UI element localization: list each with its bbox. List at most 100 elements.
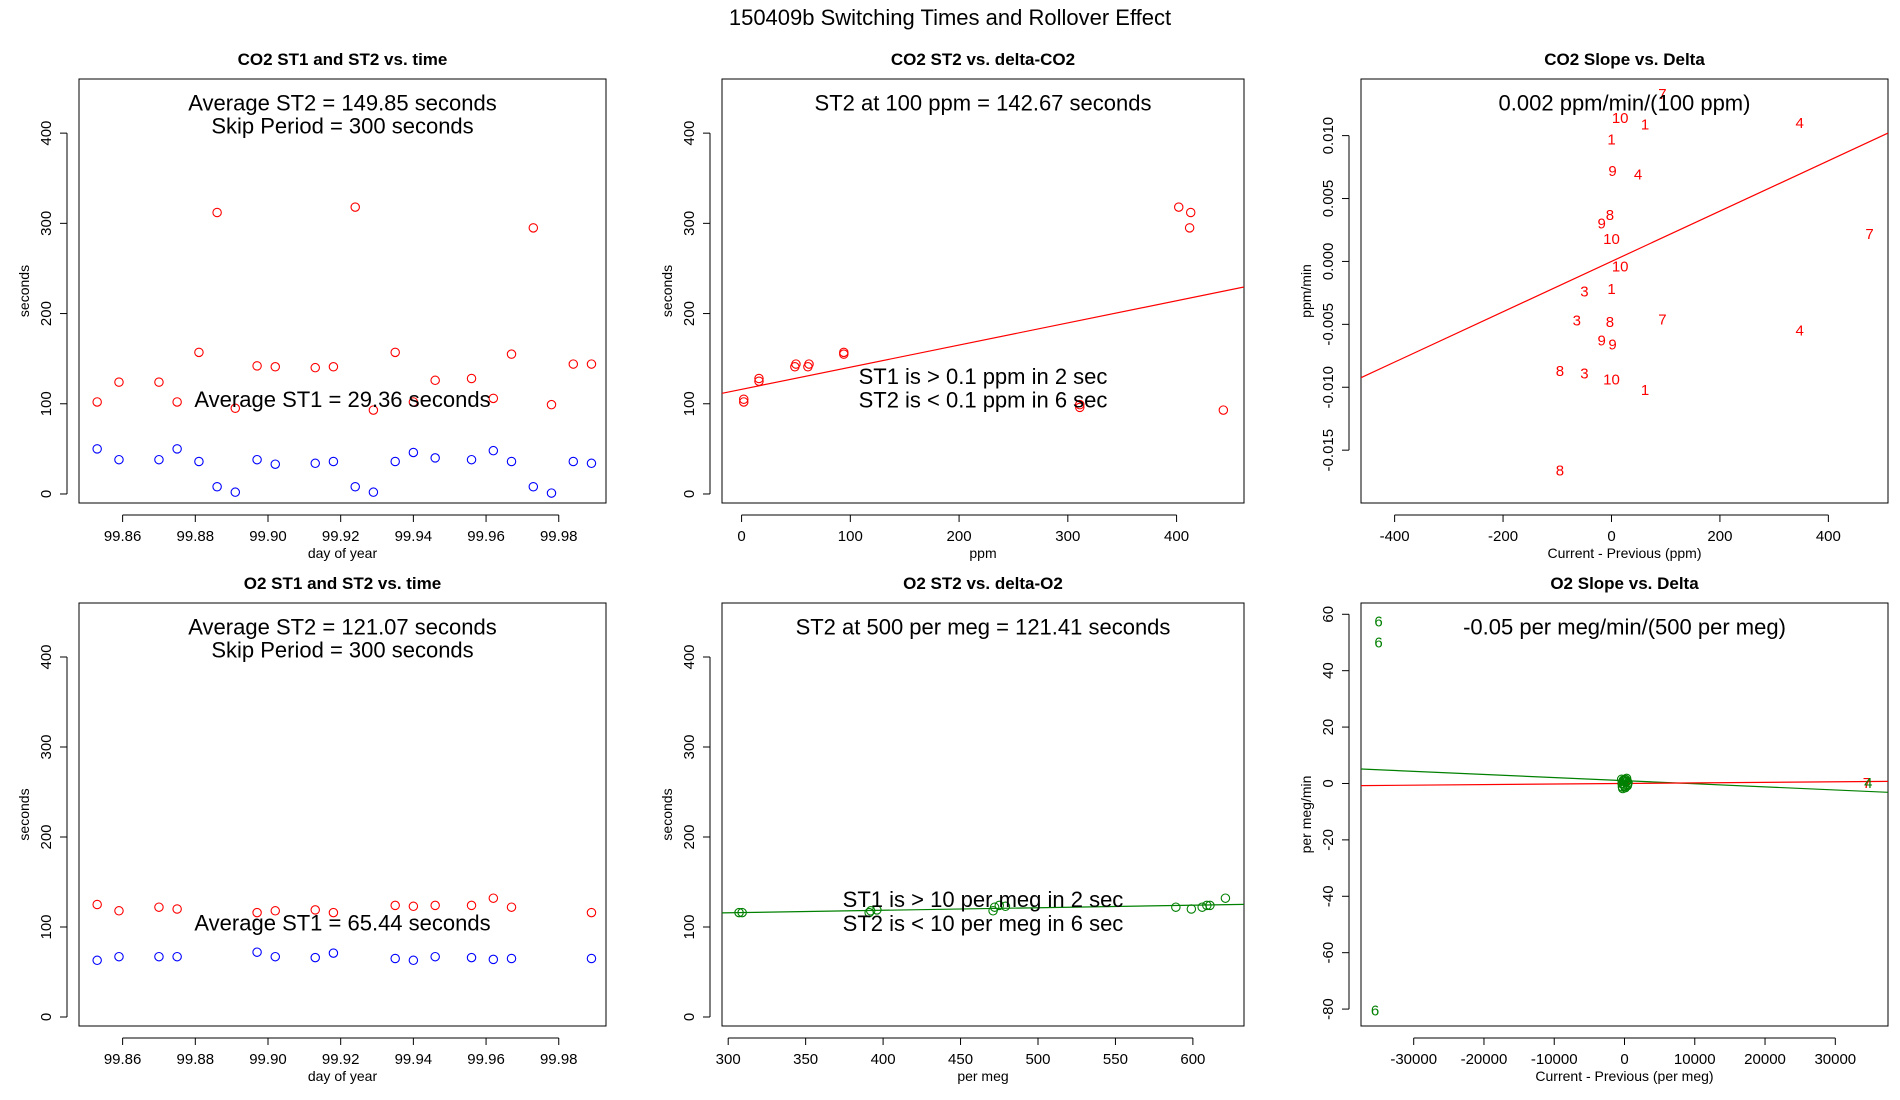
chart-panel: CO2 ST2 vs. delta-CO2 0 100 200 300 400 ppm 0 10… — [659, 50, 1245, 561]
data-point — [737, 907, 747, 918]
data-point — [528, 223, 539, 233]
x-axis-label: Current - Previous (ppm) — [1547, 545, 1701, 561]
x-tick-label: 99.86 — [104, 1051, 142, 1068]
x-tick-label: 350 — [793, 1051, 818, 1068]
data-point — [310, 952, 320, 963]
data-point — [1174, 202, 1184, 212]
y-axis-label: seconds — [16, 265, 32, 317]
data-point — [1075, 399, 1085, 410]
data-point — [212, 207, 222, 218]
data-point — [212, 482, 222, 492]
annotation: Skip Period = 300 seconds — [211, 638, 473, 663]
data-point — [172, 951, 182, 962]
annotation: ST2 at 100 ppm = 142.67 seconds — [815, 90, 1152, 115]
data-point — [92, 444, 102, 454]
data-point — [466, 373, 477, 384]
data-point — [172, 444, 182, 454]
x-tick-label: 400 — [871, 1051, 896, 1068]
panel-title: O2 ST2 vs. delta-O2 — [903, 574, 1063, 593]
data-point — [368, 405, 379, 415]
point-label: 3 — [1580, 284, 1588, 301]
data-point — [390, 347, 400, 358]
point-label: 10 — [1603, 372, 1620, 389]
data-point — [586, 907, 597, 918]
y-axis-label: ppm/min — [1298, 264, 1314, 318]
data-layer: 6 6 6 74 — [1361, 613, 1888, 1019]
y-tick-label: 400 — [38, 121, 55, 146]
x-tick-label: 99.92 — [322, 528, 360, 545]
point-label: 1 — [1641, 382, 1649, 399]
data-point — [804, 359, 814, 369]
fit-line — [1361, 132, 1888, 379]
point-label: 6 — [1371, 1002, 1379, 1019]
data-point — [408, 397, 419, 407]
data-point — [270, 362, 281, 372]
y-axis: 0 100 200 300 400 seconds — [16, 644, 68, 1021]
y-tick-label: -60 — [1320, 942, 1337, 964]
data-point — [506, 456, 517, 467]
data-point — [568, 359, 579, 369]
data-point — [1197, 902, 1207, 912]
point-label: 9 — [1608, 336, 1616, 353]
figure-title: 150409b Switching Times and Rollover Eff… — [729, 5, 1171, 30]
y-tick-label: 200 — [38, 301, 55, 326]
data-point — [368, 487, 379, 497]
data-point — [230, 403, 241, 414]
y-tick-label: -80 — [1320, 998, 1337, 1020]
panel-title: O2 ST1 and ST2 vs. time — [244, 574, 441, 593]
y-axis: 0 100 200 300 400 seconds — [659, 644, 711, 1021]
data-point — [252, 907, 262, 918]
data-point — [754, 373, 764, 384]
panel-title: CO2 ST2 vs. delta-CO2 — [891, 50, 1075, 69]
data-point — [350, 482, 360, 492]
data-point — [252, 947, 262, 957]
point-label: 4 — [1634, 167, 1642, 184]
annotation: Average ST1 = 65.44 seconds — [194, 910, 490, 935]
data-point — [430, 900, 440, 911]
point-label: 9 — [1608, 163, 1616, 180]
data-point — [114, 951, 124, 962]
data-point — [1622, 776, 1632, 786]
data-point — [1218, 405, 1229, 415]
y-axis: 0 100 200 300 400 seconds — [16, 121, 68, 498]
data-point — [734, 907, 744, 918]
x-tick-label: 0 — [1620, 1051, 1628, 1068]
point-label: 10 — [1612, 110, 1629, 127]
y-tick-label: 40 — [1320, 662, 1337, 679]
y-tick-label: 0 — [1320, 779, 1337, 787]
x-axis-label: day of year — [308, 545, 378, 561]
x-tick-label: 0 — [737, 528, 745, 545]
data-point — [568, 456, 579, 467]
data-point — [114, 454, 124, 465]
y-axis-label: seconds — [16, 788, 32, 840]
data-point — [528, 482, 539, 492]
data-point — [1186, 904, 1197, 914]
annotation: ST2 is < 0.1 ppm in 6 sec — [859, 388, 1108, 413]
annotation: Average ST2 = 149.85 seconds — [188, 90, 496, 115]
data-point — [430, 951, 440, 962]
y-tick-label: -20 — [1320, 829, 1337, 851]
data-point — [172, 904, 182, 914]
data-layer — [722, 893, 1244, 918]
x-tick-label: -30000 — [1390, 1051, 1437, 1068]
data-point — [114, 377, 124, 387]
point-label: 6 — [1374, 613, 1382, 630]
point-label: 4 — [1795, 323, 1803, 340]
point-label: 1 — [1641, 116, 1649, 133]
data-point — [270, 906, 281, 916]
x-axis-label: per meg — [957, 1068, 1008, 1084]
y-tick-label: 400 — [681, 644, 698, 669]
data-point — [154, 902, 164, 912]
x-tick-label: 550 — [1103, 1051, 1128, 1068]
y-tick-label: 0.010 — [1320, 117, 1337, 155]
annotation: Average ST2 = 121.07 seconds — [188, 614, 496, 639]
data-point — [1000, 901, 1011, 912]
x-tick-label: 99.88 — [177, 1051, 215, 1068]
x-axis: -30000 -20000 -10000 0 10000 20000 30000 Curren… — [1390, 1037, 1856, 1084]
y-tick-label: 300 — [681, 211, 698, 236]
y-tick-label: 100 — [681, 391, 698, 416]
x-tick-label: 99.92 — [322, 1051, 360, 1068]
point-label: 7 — [1865, 226, 1873, 243]
data-point — [430, 375, 440, 386]
